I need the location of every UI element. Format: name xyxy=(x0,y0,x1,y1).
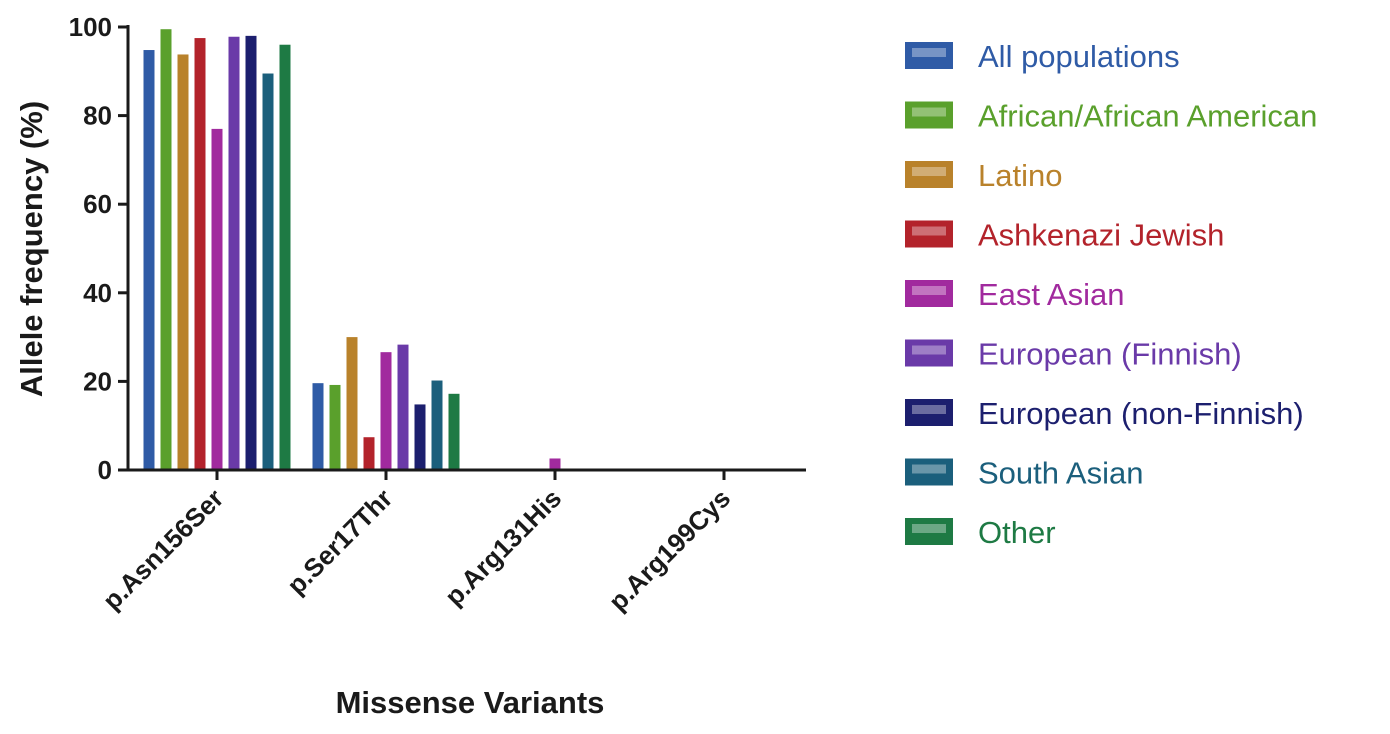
y-axis: 0 20 40 60 80 100 xyxy=(69,12,130,485)
legend-label: All populations xyxy=(978,39,1180,74)
x-tick-label: p.Asn156Ser xyxy=(97,483,230,616)
bar-european-non-finnish--p-ser17thr xyxy=(414,404,426,470)
bar-african-african-american-p-asn156ser xyxy=(160,29,172,471)
legend-label: European (Finnish) xyxy=(978,337,1242,372)
bar-east-asian-p-asn156ser xyxy=(211,128,223,470)
legend-swatch xyxy=(905,518,953,545)
legend-swatch-highlight xyxy=(912,405,946,414)
x-tick-label: p.Ser17Thr xyxy=(281,483,398,600)
bar-all-populations-p-ser17thr xyxy=(312,383,324,470)
plot-area xyxy=(143,29,561,471)
y-tick-label: 40 xyxy=(83,278,112,308)
legend-label: Other xyxy=(978,515,1056,550)
bar-east-asian-p-arg131his xyxy=(549,458,561,470)
bar-ashkenazi-jewish-p-asn156ser xyxy=(194,38,206,470)
bar-european-finnish--p-ser17thr xyxy=(397,344,409,470)
legend-label: Latino xyxy=(978,158,1062,193)
y-tick-label: 60 xyxy=(83,189,112,219)
legend-label: African/African American xyxy=(978,99,1317,134)
bar-other-p-asn156ser xyxy=(279,44,291,470)
legend-swatch xyxy=(905,458,953,486)
y-tick-label: 0 xyxy=(98,455,112,485)
legend-swatch-highlight xyxy=(912,226,946,236)
legend-item: Ashkenazi Jewish xyxy=(905,218,1224,253)
legend-swatch-highlight xyxy=(912,48,946,57)
bar-other-p-ser17thr xyxy=(448,393,460,470)
legend-item: East Asian xyxy=(905,277,1124,312)
legend-swatch xyxy=(905,101,953,129)
legend-swatch xyxy=(905,280,953,307)
legend-swatch xyxy=(905,399,953,426)
legend-swatch-highlight xyxy=(912,286,946,295)
y-tick-label: 100 xyxy=(69,12,112,42)
bar-south-asian-p-asn156ser xyxy=(262,73,274,470)
legend-swatch xyxy=(905,42,953,69)
legend-swatch xyxy=(905,339,953,367)
bar-latino-p-ser17thr xyxy=(346,337,358,470)
legend-item: Latino xyxy=(905,158,1062,193)
legend-item: South Asian xyxy=(905,456,1143,491)
legend-item: African/African American xyxy=(905,99,1317,134)
legend: All populations African/African American L… xyxy=(905,39,1317,550)
legend-swatch xyxy=(905,220,953,248)
legend-label: European (non-Finnish) xyxy=(978,396,1304,431)
x-axis: p.Asn156Ser p.Ser17Thr p.Arg131His p.Arg199… xyxy=(97,468,806,617)
bar-south-asian-p-ser17thr xyxy=(431,380,443,470)
legend-swatch-highlight xyxy=(912,345,946,355)
legend-item: All populations xyxy=(905,39,1180,74)
legend-item: European (Finnish) xyxy=(905,337,1242,372)
x-tick-label: p.Arg131His xyxy=(439,483,568,612)
y-tick-label: 20 xyxy=(83,366,112,396)
legend-item: European (non-Finnish) xyxy=(905,396,1304,431)
legend-swatch-highlight xyxy=(912,464,946,474)
bar-european-finnish--p-asn156ser xyxy=(228,36,240,470)
legend-label: South Asian xyxy=(978,456,1143,491)
legend-label: Ashkenazi Jewish xyxy=(978,218,1224,253)
bar-african-african-american-p-ser17thr xyxy=(329,384,341,470)
bar-all-populations-p-asn156ser xyxy=(143,50,155,470)
bar-european-non-finnish--p-asn156ser xyxy=(245,35,257,471)
y-tick-label: 80 xyxy=(83,101,112,131)
x-axis-title: Missense Variants xyxy=(336,685,605,720)
y-axis-title: Allele frequency (%) xyxy=(14,101,49,397)
bar-latino-p-asn156ser xyxy=(177,54,189,470)
legend-swatch-highlight xyxy=(912,167,946,176)
bar-east-asian-p-ser17thr xyxy=(380,352,392,470)
legend-item: Other xyxy=(905,515,1056,550)
legend-label: East Asian xyxy=(978,277,1124,312)
legend-swatch-highlight xyxy=(912,107,946,117)
legend-swatch xyxy=(905,161,953,188)
legend-swatch-highlight xyxy=(912,524,946,533)
bar-ashkenazi-jewish-p-ser17thr xyxy=(363,437,375,470)
x-tick-label: p.Arg199Cys xyxy=(603,483,737,617)
